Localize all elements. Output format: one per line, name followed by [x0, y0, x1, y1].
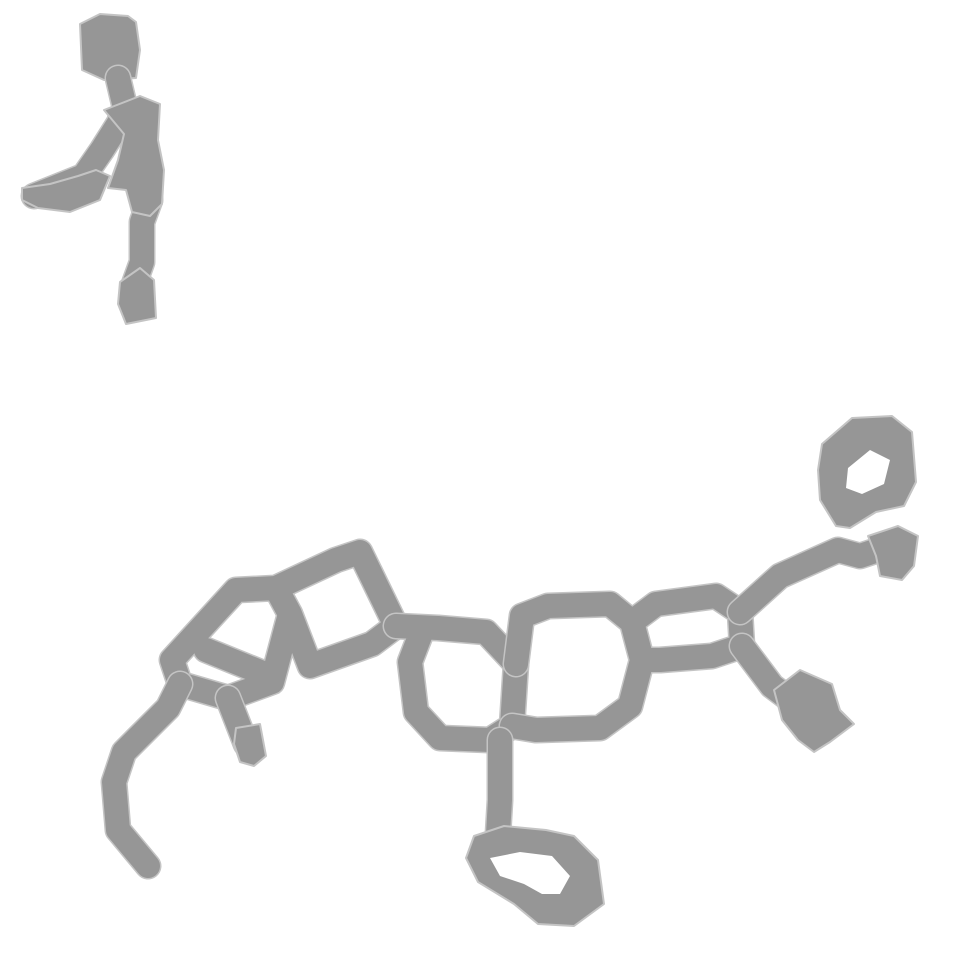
central-ring-b: [500, 584, 754, 742]
top-right-ring-hole: [846, 450, 890, 494]
left-tail-end-blob: [233, 723, 267, 767]
large-structure-shape: [100, 415, 919, 927]
lower-right-blob: [773, 669, 855, 753]
left-ring: [160, 540, 408, 710]
bottom-pendant-hole: [490, 852, 570, 894]
bottom-pendant-stem: [486, 728, 512, 846]
small-fragment-mid-blob: [103, 95, 165, 217]
small-fragment-bottom-blob: [117, 267, 157, 325]
central-ring-a: [384, 614, 528, 752]
small-fragment-arm-blob: [21, 169, 111, 213]
small-fragment-top-blob: [79, 13, 141, 81]
small-fragment-shape: [20, 13, 165, 325]
right-nub: [867, 525, 919, 581]
